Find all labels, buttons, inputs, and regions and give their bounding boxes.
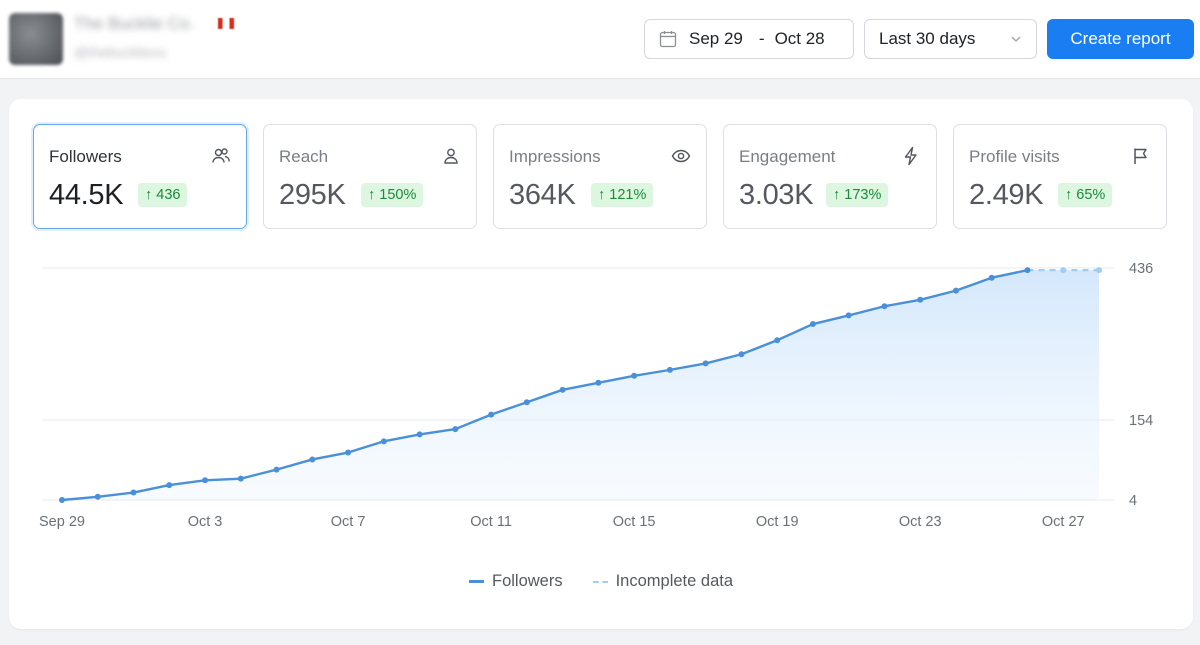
metric-value: 44.5K	[49, 179, 124, 211]
data-point	[666, 366, 673, 373]
lightning-icon	[904, 146, 917, 166]
data-point	[345, 449, 352, 456]
account-name: The Bucklie Co.	[74, 14, 194, 33]
chevron-down-icon	[1011, 36, 1021, 42]
metric-card-followers[interactable]: Followers 44.5K ↑ 436	[33, 124, 247, 229]
metric-value: 295K	[279, 179, 346, 211]
data-point	[202, 477, 209, 484]
period-dropdown[interactable]: Last 30 days	[864, 19, 1037, 59]
data-point	[917, 296, 924, 303]
data-point	[452, 426, 459, 433]
calendar-icon	[659, 31, 677, 48]
metric-label: Profile visits	[969, 147, 1060, 166]
legend-item-incomplete[interactable]: Incomplete data	[592, 572, 734, 591]
account-handle: @thebucklieco	[74, 44, 167, 60]
area-fill	[62, 270, 1099, 500]
metric-value: 2.49K	[969, 179, 1044, 211]
data-point	[881, 303, 888, 310]
data-point	[952, 287, 959, 294]
x-tick-label: Oct 27	[1042, 514, 1085, 530]
flag-icon	[1134, 148, 1147, 164]
data-point	[488, 411, 495, 418]
date-start: Sep 29	[689, 29, 743, 48]
metric-label: Followers	[49, 147, 122, 166]
metric-change-badge: ↑ 121%	[591, 183, 654, 207]
data-point	[380, 438, 387, 445]
metric-change-badge: ↑ 173%	[826, 183, 889, 207]
data-point	[416, 431, 423, 438]
data-point	[702, 360, 709, 367]
canada-flag-icon	[218, 18, 234, 29]
data-point	[309, 456, 316, 463]
metric-change-badge: ↑ 150%	[361, 183, 424, 207]
x-tick-label: Sep 29	[39, 514, 85, 530]
top-header: The Bucklie Co. @thebucklieco Sep 29 - O…	[0, 0, 1200, 79]
date-end: Oct 28	[774, 29, 825, 48]
data-point	[130, 489, 137, 496]
legend-item-followers[interactable]: Followers	[468, 572, 563, 591]
x-tick-label: Oct 11	[470, 514, 512, 530]
metric-card-engagement[interactable]: Engagement 3.03K ↑ 173%	[723, 124, 937, 229]
data-point	[94, 493, 101, 500]
metric-label: Reach	[279, 147, 329, 166]
x-tick-label: Oct 23	[899, 514, 942, 530]
create-report-button[interactable]: Create report	[1047, 19, 1194, 59]
metric-label: Engagement	[739, 147, 836, 166]
data-point	[237, 475, 244, 482]
user-icon	[444, 148, 458, 164]
metric-card-profile-visits[interactable]: Profile visits 2.49K ↑ 65%	[953, 124, 1167, 229]
y-tick-label: 4	[1129, 493, 1137, 509]
data-point	[774, 337, 781, 344]
legend-swatch-dashed	[592, 580, 608, 583]
period-value: Last 30 days	[879, 29, 976, 48]
data-point	[166, 482, 173, 489]
metric-change-badge: ↑ 65%	[1058, 183, 1113, 207]
legend-label: Incomplete data	[615, 572, 734, 590]
y-tick-label: 436	[1129, 261, 1153, 277]
followers-chart: 4 154 436 Sep 29 Oct 3 Oct 7 Oct 11 Oct 15 Oct 1…	[39, 261, 1153, 530]
metric-value: 364K	[509, 179, 576, 211]
data-point-incomplete	[1060, 267, 1067, 274]
data-point	[845, 312, 852, 319]
x-tick-label: Oct 19	[756, 514, 799, 530]
chart-legend: Followers Incomplete data	[9, 572, 1193, 591]
data-point	[59, 497, 65, 503]
data-point	[738, 351, 745, 358]
date-separator: -	[758, 29, 765, 48]
metric-card-impressions[interactable]: Impressions 364K ↑ 121%	[493, 124, 707, 229]
data-point	[595, 379, 602, 386]
metric-value: 3.03K	[739, 179, 814, 211]
data-point	[273, 466, 280, 473]
y-tick-label: 154	[1129, 413, 1153, 429]
data-point	[523, 399, 530, 406]
metric-card-reach[interactable]: Reach 295K ↑ 150%	[263, 124, 477, 229]
legend-swatch-solid	[468, 580, 484, 583]
x-tick-label: Oct 7	[331, 514, 366, 530]
x-tick-label: Oct 15	[613, 514, 656, 530]
eye-icon	[671, 149, 691, 163]
date-range-picker[interactable]: Sep 29 - Oct 28	[644, 19, 854, 59]
account-avatar[interactable]	[9, 13, 63, 65]
data-point	[631, 372, 638, 379]
series-line-followers	[61, 268, 1028, 502]
analytics-panel: Followers 44.5K ↑ 436 Reach 295K ↑ 150% …	[9, 99, 1193, 629]
users-icon	[212, 148, 230, 163]
data-point	[1024, 267, 1031, 274]
data-point-incomplete	[1096, 267, 1102, 274]
data-point	[809, 321, 816, 328]
metric-label: Impressions	[509, 147, 601, 166]
legend-label: Followers	[491, 572, 563, 590]
metric-change-badge: ↑ 436	[138, 183, 188, 207]
data-point	[559, 386, 566, 393]
data-point	[988, 274, 995, 281]
x-tick-label: Oct 3	[188, 514, 223, 530]
